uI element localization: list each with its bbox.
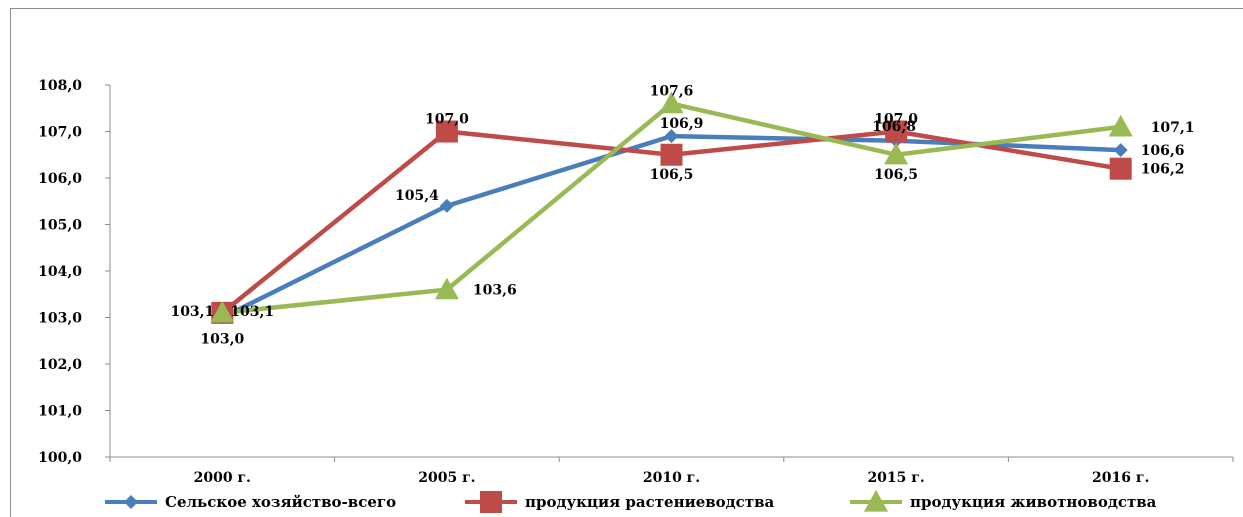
data-label: 105,4 (395, 188, 439, 204)
data-point-square (1109, 157, 1132, 180)
data-label: 103,0 (200, 332, 244, 348)
y-tick-label: 106,0 (38, 171, 82, 187)
x-tick-label: 2000 г. (194, 470, 251, 486)
data-label: 106,5 (874, 167, 918, 183)
data-point-triangle (884, 142, 909, 165)
x-tick-label: 2016 г. (1092, 470, 1149, 486)
data-label: 107,6 (650, 84, 694, 100)
y-tick-label: 101,0 (38, 404, 82, 420)
y-tick-label: 100,0 (38, 450, 82, 466)
data-point-diamond (439, 198, 454, 213)
data-labels: 103,0 105,4 106,9 106,8 106,6 103,1 107,0 106,5… (170, 84, 1194, 348)
data-point-triangle (434, 277, 459, 300)
data-label: 107,1 (1151, 120, 1195, 136)
data-point-square (660, 143, 683, 166)
data-label: 103,1 (170, 304, 214, 320)
y-tick-label: 107,0 (38, 125, 82, 141)
x-tick-label: 2010 г. (643, 470, 700, 486)
series-markers (210, 91, 1133, 325)
chart-frame (10, 8, 1243, 517)
data-label: 106,2 (1141, 162, 1185, 178)
x-tick-label: 2015 г. (867, 470, 924, 486)
legend-entry: Сельское хозяйство-всего (165, 493, 396, 511)
data-label: 107,0 (425, 112, 469, 128)
data-label: 106,5 (650, 167, 694, 183)
legend-marker (864, 490, 888, 512)
data-point-diamond (664, 129, 679, 144)
x-tick-label: 2005 г. (418, 470, 475, 486)
y-tick-label: 103,0 (38, 311, 82, 327)
data-point-triangle (659, 91, 684, 114)
legend-entry: продукция растениеводства (525, 493, 775, 511)
data-point-square (435, 120, 458, 143)
data-label: 106,8 (872, 119, 916, 135)
legend: Сельское хозяйство-всего продукция растен… (105, 490, 1157, 513)
data-label: 106,9 (660, 116, 704, 132)
legend-marker (124, 495, 138, 509)
y-tick-label: 105,0 (38, 218, 82, 234)
data-label: 103,6 (473, 283, 517, 299)
data-label: 107,0 (874, 112, 918, 128)
y-tick-label: 104,0 (38, 264, 82, 280)
y-tick-label: 108,0 (38, 78, 82, 94)
data-label: 106,6 (1141, 143, 1185, 159)
data-point-triangle (1108, 114, 1133, 137)
y-tick-label: 102,0 (38, 357, 82, 373)
axes: 100,0 101,0 102,0 103,0 104,0 105,0 106,0 107,0… (38, 78, 1234, 486)
legend-marker (480, 491, 502, 513)
data-point-diamond (1113, 143, 1128, 158)
data-point-square (885, 120, 908, 143)
data-point-triangle (210, 300, 235, 323)
data-label: 103,1 (230, 304, 274, 320)
legend-entry: продукция животноводства (910, 493, 1157, 511)
